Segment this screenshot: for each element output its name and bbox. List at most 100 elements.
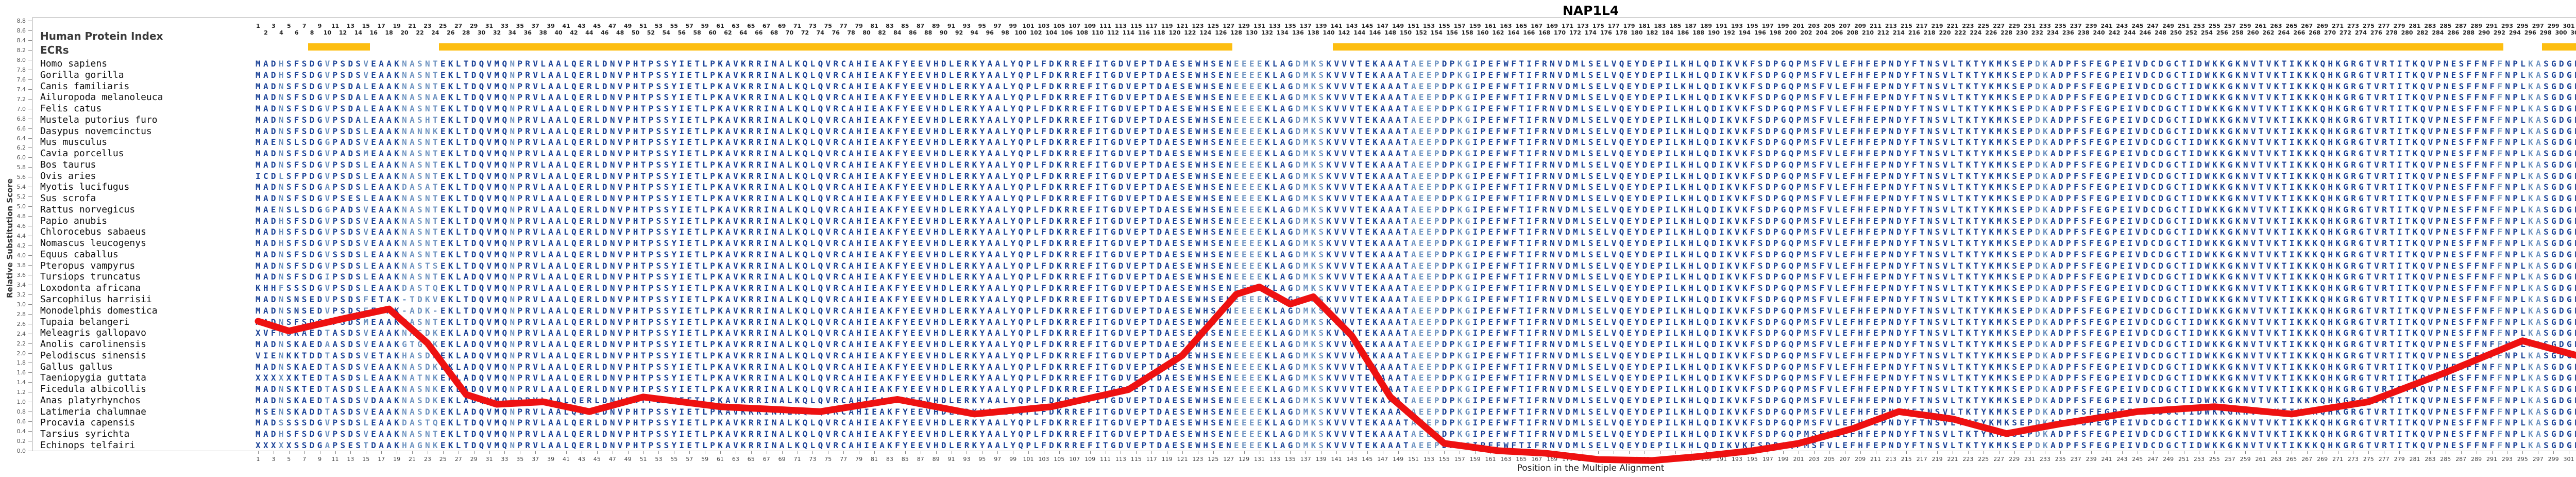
sequence-row: VIENKKTDDTASDSVETAKHASDKEKLADQVMQNPRVLAA… <box>256 351 2576 361</box>
column-number: 2 <box>258 29 274 36</box>
column-number: 28 <box>458 29 474 36</box>
column-number: 162 <box>1490 29 1506 36</box>
x-tick <box>2214 451 2215 454</box>
sequence-row: MADNSFSDGIPSDSLEAAKNASNTEKLADQVMQNPRVLAA… <box>256 272 2576 282</box>
sequence-row: MADNSKAEDTASDSVDAAKNASDKEKLADQVMQNPRVLAA… <box>256 396 2576 406</box>
column-number: 35 <box>512 23 528 29</box>
species-name: Sus scrofa <box>40 193 96 204</box>
x-tick <box>1937 451 1938 454</box>
x-tick-label: 53 <box>650 456 667 463</box>
column-number: 56 <box>673 29 690 36</box>
column-number: 58 <box>689 29 705 36</box>
column-number: 207 <box>1837 23 1853 29</box>
column-number: 246 <box>2137 29 2154 36</box>
x-tick <box>1398 451 1399 454</box>
x-tick <box>658 451 659 454</box>
y-tick-label: 4.6 <box>8 223 26 229</box>
column-number: 227 <box>1991 23 2007 29</box>
x-tick <box>443 451 444 454</box>
column-number: 190 <box>1706 29 1722 36</box>
y-tick-label: 4.4 <box>8 233 26 239</box>
x-tick <box>782 451 783 454</box>
x-tick-label: 243 <box>2114 456 2130 463</box>
y-tick <box>28 79 32 80</box>
column-number: 191 <box>1714 23 1730 29</box>
column-number: 79 <box>851 23 867 29</box>
column-number: 86 <box>905 29 921 36</box>
column-number: 235 <box>2052 23 2069 29</box>
y-tick-label: 1.2 <box>8 389 26 396</box>
column-number: 209 <box>1852 23 1869 29</box>
x-tick-label: 163 <box>1498 456 1514 463</box>
column-number: 111 <box>1097 23 1114 29</box>
y-tick <box>28 196 32 198</box>
x-tick-label: 265 <box>2283 456 2300 463</box>
column-number: 27 <box>450 23 467 29</box>
species-name: Meleagris gallopavo <box>40 328 146 338</box>
y-tick-label: 5.0 <box>8 203 26 210</box>
x-tick-label: 121 <box>1174 456 1191 463</box>
x-tick-label: 153 <box>1420 456 1437 463</box>
ecr-bar <box>2541 43 2576 51</box>
column-number: 251 <box>2176 23 2192 29</box>
column-number: 282 <box>2414 29 2431 36</box>
column-number: 297 <box>2530 23 2546 29</box>
x-tick-label: 9 <box>312 456 328 463</box>
column-number: 217 <box>1913 23 1930 29</box>
y-tick-label: 5.6 <box>8 174 26 180</box>
column-number: 124 <box>1197 29 1214 36</box>
column-number: 9 <box>312 23 328 29</box>
column-number: 71 <box>789 23 806 29</box>
x-tick <box>1706 451 1707 454</box>
x-tick <box>535 451 536 454</box>
column-number: 84 <box>889 29 906 36</box>
column-number: 240 <box>2091 29 2107 36</box>
x-tick-label: 107 <box>1066 456 1083 463</box>
sequence-row: KHHFSSSDGVPSDSLEAAKDASTQEKLTDQVMQNPRVLAA… <box>256 283 2576 293</box>
column-number: 256 <box>2214 29 2230 36</box>
x-tick-label: 261 <box>2252 456 2269 463</box>
column-number: 41 <box>558 23 574 29</box>
column-number: 301 <box>2561 23 2576 29</box>
x-tick-label: 293 <box>2499 456 2515 463</box>
column-number: 257 <box>2222 23 2238 29</box>
x-tick <box>597 451 598 454</box>
column-number: 13 <box>342 23 359 29</box>
x-tick <box>2461 451 2462 454</box>
column-number: 12 <box>335 29 351 36</box>
column-number: 180 <box>1629 29 1645 36</box>
column-number: 221 <box>1944 23 1961 29</box>
column-number: 202 <box>1798 29 1815 36</box>
x-axis-label: Position in the Multiple Alignment <box>0 463 2576 473</box>
column-number: 115 <box>1128 23 1144 29</box>
column-number: 22 <box>412 29 428 36</box>
column-number: 197 <box>1759 23 1776 29</box>
column-number: 253 <box>2191 23 2207 29</box>
species-name: Taeniopygia guttata <box>40 373 146 383</box>
column-number: 271 <box>2330 23 2346 29</box>
column-number: 145 <box>1359 23 1376 29</box>
column-number: 171 <box>1560 23 1576 29</box>
x-tick-label: 95 <box>974 456 990 463</box>
column-number: 19 <box>388 23 405 29</box>
x-tick <box>997 451 998 454</box>
column-number: 258 <box>2229 29 2246 36</box>
column-number: 161 <box>1482 23 1499 29</box>
column-number: 153 <box>1420 23 1437 29</box>
column-number: 264 <box>2276 29 2292 36</box>
x-tick-label: 137 <box>1297 456 1314 463</box>
x-tick-label: 145 <box>1359 456 1376 463</box>
column-number: 244 <box>2122 29 2138 36</box>
x-tick-label: 89 <box>928 456 944 463</box>
column-number: 247 <box>2145 23 2161 29</box>
column-number: 183 <box>1652 23 1668 29</box>
column-number: 5 <box>281 23 297 29</box>
y-tick <box>28 314 32 315</box>
y-tick-label: 8.6 <box>8 27 26 34</box>
x-tick <box>381 451 382 454</box>
column-number: 74 <box>812 29 828 36</box>
column-number: 233 <box>2037 23 2053 29</box>
x-tick <box>1090 451 1091 454</box>
x-tick-label: 177 <box>1605 456 1622 463</box>
species-name: Echinops telfairi <box>40 440 135 451</box>
